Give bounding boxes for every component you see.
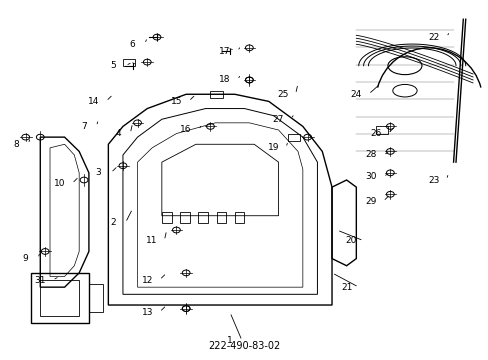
Text: 12: 12 [142, 275, 153, 284]
Text: 31: 31 [35, 275, 46, 284]
Text: 14: 14 [88, 97, 99, 106]
Text: 1: 1 [226, 336, 232, 345]
Text: 26: 26 [369, 129, 381, 138]
Text: 5: 5 [110, 61, 116, 70]
Text: 8: 8 [13, 140, 19, 149]
Text: 17: 17 [219, 47, 230, 56]
Text: 222-490-83-02: 222-490-83-02 [208, 342, 280, 351]
Text: 11: 11 [146, 236, 158, 245]
Text: 2: 2 [110, 219, 116, 228]
Text: 13: 13 [141, 308, 153, 317]
Text: 4: 4 [115, 129, 121, 138]
Text: 18: 18 [219, 76, 230, 85]
Text: 27: 27 [272, 115, 284, 124]
Text: 22: 22 [427, 33, 439, 42]
Text: 20: 20 [345, 236, 356, 245]
Text: 24: 24 [350, 90, 361, 99]
Text: 19: 19 [267, 143, 279, 152]
Text: 10: 10 [54, 179, 65, 188]
Text: 15: 15 [170, 97, 182, 106]
Text: 9: 9 [23, 254, 28, 263]
Text: 7: 7 [81, 122, 87, 131]
Text: 25: 25 [277, 90, 288, 99]
Text: 28: 28 [365, 150, 376, 159]
Text: 30: 30 [365, 172, 376, 181]
Text: 23: 23 [427, 176, 439, 185]
Text: 6: 6 [129, 40, 135, 49]
Text: 21: 21 [340, 283, 351, 292]
Text: 29: 29 [365, 197, 376, 206]
Text: 3: 3 [96, 168, 102, 177]
Text: 16: 16 [180, 126, 191, 135]
